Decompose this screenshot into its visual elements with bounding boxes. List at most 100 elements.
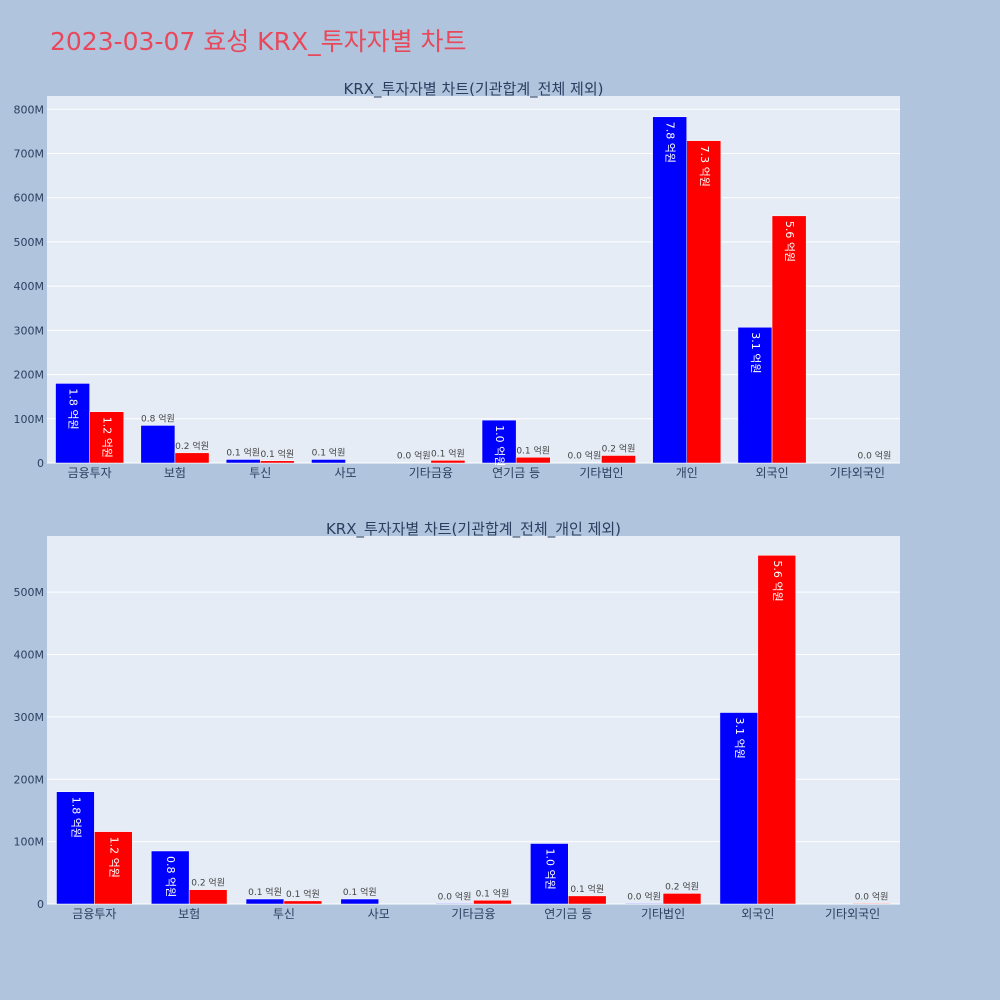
data-label: 0.2 억원 bbox=[665, 880, 699, 892]
bar bbox=[260, 460, 295, 464]
y-tick-label: 500M bbox=[14, 586, 45, 599]
data-label: 0.1 억원 bbox=[260, 448, 294, 460]
data-label: 5.6 억원 bbox=[771, 560, 784, 601]
data-label: 0.1 억원 bbox=[226, 446, 260, 458]
data-label: 3.1 억원 bbox=[749, 332, 762, 373]
x-tick-label: 개인 bbox=[676, 466, 698, 480]
chart-title: KRX_투자자별 차트(기관합계_전체 제외) bbox=[344, 80, 604, 99]
bar bbox=[225, 459, 261, 464]
data-label: 0.0 억원 bbox=[397, 450, 431, 462]
data-label: 1.8 억원 bbox=[69, 797, 82, 838]
bar bbox=[311, 459, 346, 464]
bar bbox=[430, 460, 466, 464]
bar bbox=[188, 889, 228, 905]
data-label: 0.2 억원 bbox=[602, 442, 636, 454]
x-tick-label: 금융투자 bbox=[68, 466, 112, 480]
x-tick-label: 기타외국인 bbox=[830, 466, 885, 480]
bar bbox=[771, 215, 807, 464]
y-tick-label: 0 bbox=[37, 457, 44, 470]
bar bbox=[624, 903, 664, 905]
y-tick-label: 200M bbox=[14, 369, 45, 382]
y-tick-label: 200M bbox=[14, 773, 45, 786]
data-label: 0.1 억원 bbox=[248, 886, 282, 898]
data-label: 0.1 억원 bbox=[312, 446, 346, 458]
y-tick-label: 100M bbox=[14, 413, 45, 426]
data-label: 7.3 억원 bbox=[698, 146, 711, 187]
x-tick-label: 기타금융 bbox=[409, 466, 453, 480]
bar bbox=[481, 419, 517, 464]
x-tick-label: 보험 bbox=[164, 466, 186, 480]
data-label: 0.1 억원 bbox=[476, 887, 510, 899]
data-label: 0.1 억원 bbox=[286, 888, 320, 900]
bar bbox=[340, 898, 379, 905]
data-label: 3.1 억원 bbox=[733, 718, 746, 759]
data-label: 1.2 억원 bbox=[107, 837, 120, 878]
bar bbox=[473, 900, 512, 905]
data-label: 1.0 억원 bbox=[493, 425, 506, 466]
x-tick-label: 사모 bbox=[368, 907, 390, 921]
bar bbox=[55, 383, 90, 464]
bar bbox=[737, 327, 773, 464]
bar bbox=[435, 903, 474, 905]
bar bbox=[89, 411, 125, 464]
data-label: 0.2 억원 bbox=[175, 440, 209, 452]
data-label: 1.8 억원 bbox=[67, 388, 80, 429]
bar bbox=[719, 712, 759, 905]
data-label: 0.0 억원 bbox=[855, 890, 889, 902]
y-tick-label: 700M bbox=[14, 147, 45, 160]
data-label: 0.2 억원 bbox=[191, 877, 225, 889]
x-tick-label: 기타법인 bbox=[641, 907, 685, 921]
bar bbox=[56, 791, 95, 905]
data-label: 5.6 억원 bbox=[783, 221, 796, 262]
bar bbox=[140, 425, 176, 464]
y-tick-label: 0 bbox=[37, 898, 44, 911]
chart-title: KRX_투자자별 차트(기관합계_전체_개인 제외) bbox=[326, 520, 621, 539]
bar bbox=[515, 457, 551, 464]
x-tick-label: 보험 bbox=[178, 907, 200, 921]
y-tick-label: 300M bbox=[14, 324, 45, 337]
bar bbox=[151, 850, 190, 905]
x-tick-label: 투신 bbox=[273, 907, 295, 921]
y-tick-label: 600M bbox=[14, 192, 45, 205]
bar bbox=[757, 555, 796, 905]
x-tick-label: 투신 bbox=[249, 466, 271, 480]
data-label: 0.0 억원 bbox=[568, 450, 602, 462]
data-label: 0.1 억원 bbox=[431, 447, 465, 459]
data-label: 0.8 억원 bbox=[164, 856, 177, 897]
bar bbox=[652, 116, 688, 464]
bar bbox=[283, 900, 323, 905]
data-label: 1.2 억원 bbox=[101, 417, 114, 458]
y-tick-label: 300M bbox=[14, 711, 45, 724]
page-title: 2023-03-07 효성 KRX_투자자별 차트 bbox=[50, 27, 467, 56]
x-tick-label: 연기금 등 bbox=[492, 466, 540, 480]
bar bbox=[568, 895, 607, 905]
bar bbox=[94, 831, 133, 905]
data-label: 0.0 억원 bbox=[858, 450, 892, 462]
bar bbox=[852, 903, 891, 905]
y-tick-label: 400M bbox=[14, 280, 45, 293]
bar bbox=[245, 898, 285, 905]
x-tick-label: 기타금융 bbox=[451, 907, 495, 921]
data-label: 0.1 억원 bbox=[343, 886, 377, 898]
bar bbox=[530, 843, 569, 905]
y-tick-label: 100M bbox=[14, 836, 45, 849]
data-label: 0.0 억원 bbox=[627, 890, 661, 902]
y-tick-label: 800M bbox=[14, 103, 45, 116]
data-label: 0.1 억원 bbox=[570, 883, 604, 895]
data-label: 0.8 억원 bbox=[141, 412, 175, 424]
y-tick-label: 400M bbox=[14, 649, 45, 662]
x-tick-label: 사모 bbox=[335, 466, 357, 480]
data-label: 0.1 억원 bbox=[516, 444, 550, 456]
data-label: 0.0 억원 bbox=[438, 890, 472, 902]
x-tick-label: 연기금 등 bbox=[544, 907, 592, 921]
bar bbox=[601, 455, 636, 464]
x-tick-label: 기타법인 bbox=[579, 466, 623, 480]
bar bbox=[686, 140, 722, 464]
bar bbox=[174, 452, 210, 464]
x-tick-label: 외국인 bbox=[755, 466, 788, 480]
x-tick-label: 금융투자 bbox=[72, 907, 116, 921]
bar bbox=[662, 893, 702, 905]
data-label: 1.0 억원 bbox=[543, 848, 556, 889]
x-tick-label: 기타외국인 bbox=[825, 907, 880, 921]
